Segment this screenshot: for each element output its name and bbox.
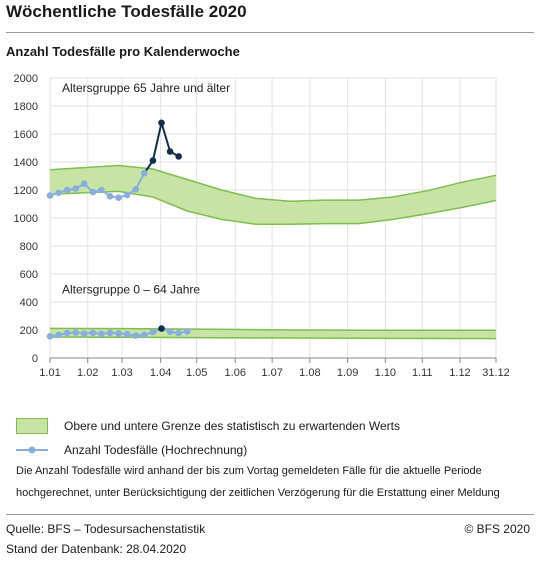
source-text: Quelle: BFS – Todesursachenstatistik: [6, 522, 206, 536]
band-swatch: [16, 418, 48, 434]
data-point-0-64: [166, 328, 174, 335]
series-swatch: [16, 446, 48, 454]
group-annotation: Altersgruppe 65 Jahre und älter: [62, 81, 230, 95]
data-point-0-64: [175, 329, 182, 337]
data-point-0-64: [158, 325, 165, 332]
y-tick-label: 1800: [14, 101, 38, 113]
y-tick-label: 1400: [14, 157, 38, 169]
y-tick-label: 0: [32, 353, 38, 365]
y-tick-label: 2000: [14, 73, 38, 85]
data-point-0-64: [63, 329, 71, 337]
x-tick-label: 1.11: [412, 367, 433, 379]
chart: 0 200 400 600 800 1000 1200 1400 1600 1800 2000 1.0…: [14, 73, 510, 379]
data-point-65+: [63, 186, 71, 194]
expected-band-65+: [50, 165, 496, 225]
data-point-65+: [72, 185, 80, 192]
y-tick-label: 200: [20, 325, 38, 337]
data-point-0-64: [115, 330, 122, 337]
y-tick-label: 600: [20, 269, 38, 281]
chart-note: Die Anzahl Todesfälle wird anhand der bi…: [16, 460, 526, 504]
band-lower-65+: [49, 190, 497, 226]
page-title: Wöchentliche Todesfälle 2020: [6, 2, 247, 21]
y-tick-label: 1000: [14, 213, 38, 225]
data-point-65+: [175, 153, 182, 160]
y-tick-label: 1200: [14, 185, 38, 197]
data-point-0-64: [98, 330, 105, 338]
x-tick-label: 1.01: [39, 367, 60, 379]
data-point-0-64: [81, 330, 88, 337]
data-point-65+: [141, 169, 148, 177]
data-point-0-64: [106, 329, 114, 337]
x-tick-label: 1.05: [186, 367, 207, 379]
x-tick-label: 1.04: [150, 367, 171, 379]
legend-band: Obere und untere Grenze des statistisch …: [16, 418, 400, 434]
data-point-65+: [81, 180, 88, 187]
database-date: Stand der Datenbank: 28.04.2020: [6, 542, 187, 556]
band-upper-0-64: [49, 327, 496, 332]
data-point-65+: [123, 191, 131, 199]
note-line-2: hochgerechnet, unter Berücksichtigung de…: [16, 487, 500, 499]
data-point-0-64: [132, 332, 140, 339]
data-point-65+: [106, 193, 114, 200]
data-point-0-64: [89, 329, 97, 337]
note-line-1: Die Anzahl Todesfälle wird anhand der bi…: [16, 465, 482, 477]
x-tick-label: 1.02: [77, 367, 98, 379]
x-tick-label: 1.06: [225, 367, 246, 379]
series-segment-65+: [151, 122, 163, 161]
data-point-0-64: [55, 331, 62, 339]
data-point-0-64: [183, 328, 191, 335]
data-point-65+: [149, 157, 157, 164]
data-point-0-64: [72, 329, 80, 336]
data-point-65+: [55, 189, 62, 197]
y-tick-label: 400: [20, 297, 38, 309]
x-tick-label: 1.10: [375, 367, 396, 379]
data-point-0-64: [141, 331, 148, 339]
data-point-0-64: [46, 333, 54, 340]
y-tick-label: 800: [20, 241, 38, 253]
legend-band-label: Obere und untere Grenze des statistisch …: [64, 419, 400, 433]
y-tick-label: 1600: [14, 129, 38, 141]
x-tick-label: 31.12: [482, 367, 510, 379]
data-point-0-64: [149, 328, 157, 336]
chart-subtitle: Anzahl Todesfälle pro Kalenderwoche: [6, 44, 240, 59]
x-tick-label: 1.03: [111, 367, 132, 379]
title-divider: [6, 32, 534, 33]
legend-series: Anzahl Todesfälle (Hochrechnung): [16, 442, 247, 458]
data-point-65+: [158, 119, 165, 127]
footer-divider: [6, 514, 534, 515]
x-tick-label: 1.08: [299, 367, 320, 379]
legend-series-label: Anzahl Todesfälle (Hochrechnung): [64, 443, 248, 457]
data-point-0-64: [123, 330, 131, 338]
x-tick-label: 1.07: [261, 367, 282, 379]
band-lower-0-64: [49, 336, 497, 340]
series-segment-65+: [160, 122, 172, 152]
group-annotation: Altersgruppe 0 – 64 Jahre: [62, 283, 200, 297]
data-point-65+: [166, 148, 174, 155]
data-point-65+: [115, 194, 122, 201]
x-tick-label: 1.12: [449, 367, 470, 379]
data-point-65+: [98, 186, 105, 194]
band-upper-65+: [49, 164, 497, 202]
data-point-65+: [46, 192, 54, 199]
x-tick-label: 1.09: [337, 367, 358, 379]
data-point-65+: [89, 188, 97, 196]
copyright-text: © BFS 2020: [464, 522, 530, 536]
data-point-65+: [132, 186, 140, 193]
